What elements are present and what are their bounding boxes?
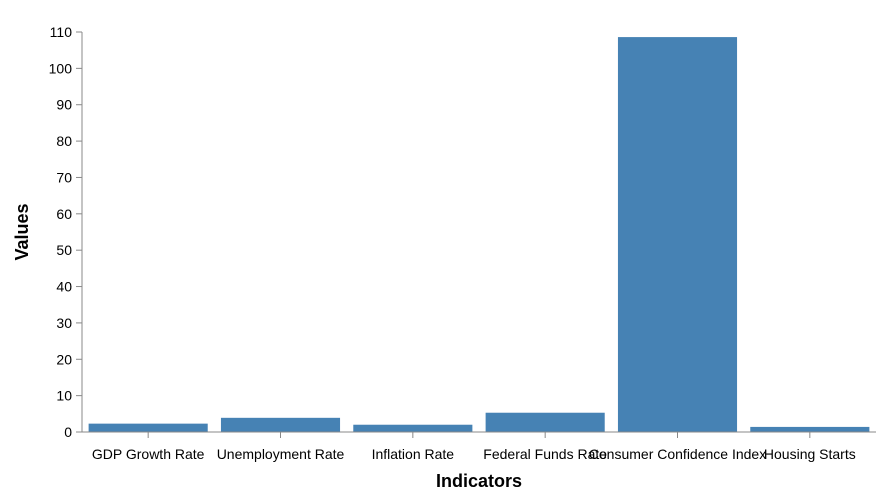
y-tick-label: 70: [56, 169, 72, 185]
x-axis-title: Indicators: [436, 471, 522, 491]
bars-group: [88, 37, 870, 432]
x-tick-label: Consumer Confidence Index: [589, 446, 766, 462]
y-axis-title: Values: [12, 203, 32, 260]
y-tick-label: 110: [50, 24, 73, 40]
x-tick-label: Housing Starts: [764, 446, 856, 462]
y-tick-label: 80: [56, 133, 72, 149]
bar-housing-starts: [750, 426, 870, 432]
y-tick-label: 40: [56, 279, 72, 295]
bar-gdp-growth-rate: [88, 423, 208, 432]
bar-consumer-confidence-index: [617, 37, 738, 432]
bar-inflation-rate: [353, 424, 473, 432]
x-tick-label: Unemployment Rate: [217, 446, 345, 462]
x-tick-label: GDP Growth Rate: [92, 446, 205, 462]
y-tick-label: 10: [56, 388, 72, 404]
x-axis: GDP Growth Rate Unemployment Rate Inflatio…: [82, 431, 876, 462]
x-tick-label: Inflation Rate: [372, 446, 455, 462]
y-tick-label: 60: [56, 206, 72, 222]
y-tick-label: 100: [49, 60, 73, 76]
x-tick-label: Federal Funds Rate: [483, 446, 607, 462]
bar-unemployment-rate: [220, 417, 341, 432]
y-tick-label: 0: [64, 424, 72, 440]
bar-federal-funds-rate: [485, 412, 605, 432]
y-tick-label: 90: [56, 97, 72, 113]
y-tick-label: 30: [56, 315, 72, 331]
y-tick-label: 20: [56, 351, 72, 367]
y-axis: 0 10 20 30 40 50 60 70 80 90 100 110: [49, 24, 83, 440]
y-tick-label: 50: [56, 242, 72, 258]
